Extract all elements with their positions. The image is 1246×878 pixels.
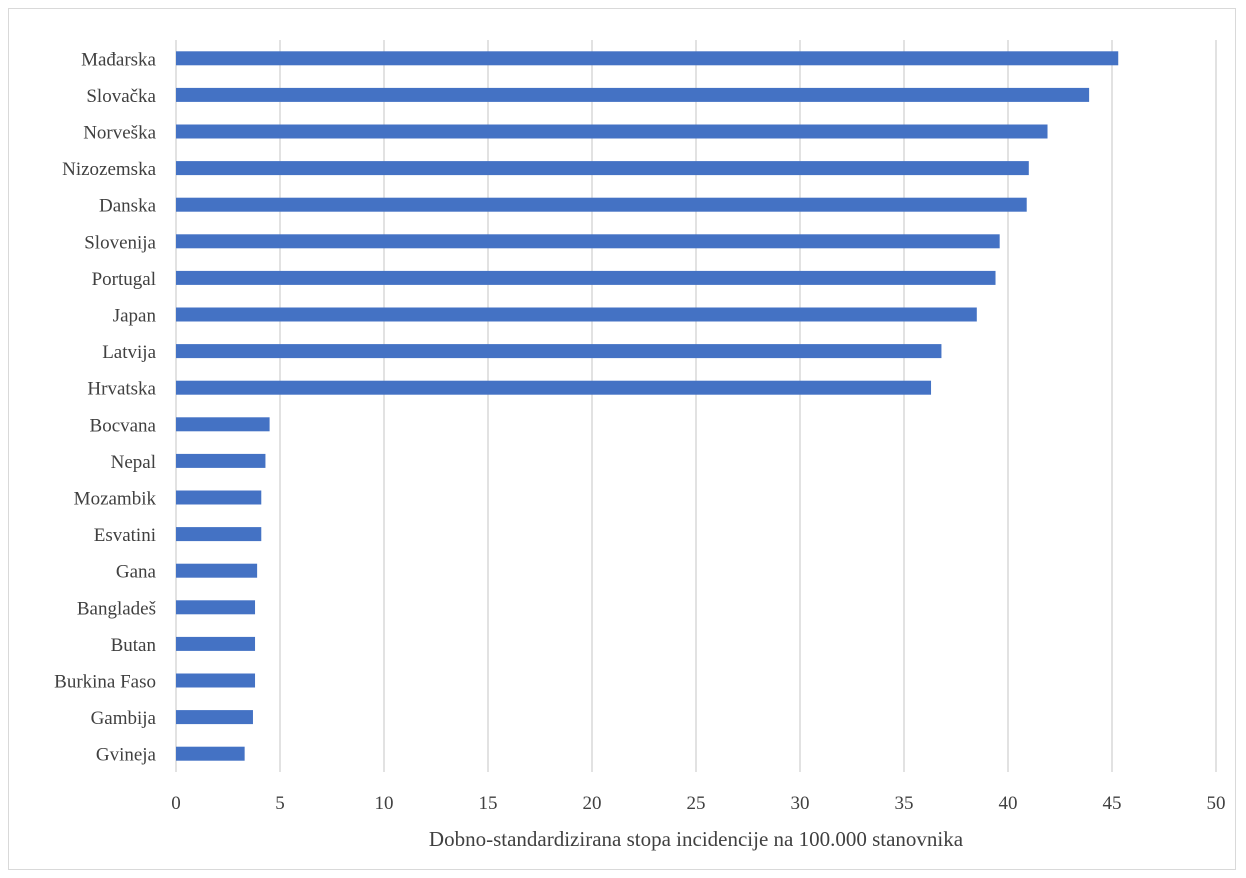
category-label: Japan — [113, 306, 157, 327]
bar — [176, 234, 1000, 249]
category-label: Mozambik — [74, 489, 157, 510]
category-label: Danska — [99, 196, 157, 217]
bar — [176, 197, 1027, 212]
x-tick-label: 5 — [275, 793, 285, 814]
category-label: Slovenija — [84, 232, 156, 253]
bar — [176, 746, 245, 761]
category-label: Portugal — [92, 269, 156, 290]
bar — [176, 636, 256, 651]
bar — [176, 380, 932, 395]
chart-area — [8, 8, 1236, 870]
x-tick-labels: 0 5 10 15 20 25 30 35 40 45 50 — [171, 793, 1225, 814]
category-label: Norveška — [83, 123, 156, 144]
x-tick-label: 25 — [687, 793, 706, 814]
bar — [176, 600, 256, 615]
bar — [176, 124, 1048, 139]
bar — [176, 417, 270, 432]
category-label: Nizozemska — [62, 159, 156, 180]
gridlines — [175, 40, 1217, 772]
x-tick-label: 50 — [1207, 793, 1226, 814]
bar — [176, 161, 1029, 176]
x-tick-label: 45 — [1103, 793, 1122, 814]
bar — [176, 270, 996, 285]
x-tick-label: 20 — [583, 793, 602, 814]
x-tick-label: 0 — [171, 793, 181, 814]
category-label: Gana — [116, 562, 157, 583]
category-label: Butan — [111, 635, 157, 656]
category-label: Esvatini — [94, 525, 156, 546]
category-label: Slovačka — [86, 86, 156, 107]
x-tick-label: 35 — [895, 793, 914, 814]
bar — [176, 51, 1119, 66]
bars — [176, 51, 1119, 761]
bar — [176, 344, 942, 359]
category-label: Hrvatska — [87, 379, 156, 400]
bar — [176, 710, 253, 725]
category-label: Latvija — [102, 342, 156, 363]
x-tick-label: 40 — [999, 793, 1018, 814]
category-label: Bocvana — [90, 415, 157, 436]
bar — [176, 490, 262, 505]
x-tick-label: 10 — [375, 793, 394, 814]
x-tick-label: 30 — [791, 793, 810, 814]
bar — [176, 563, 258, 578]
category-labels: Mađarska Slovačka Norveška Nizozemska Danska… — [54, 49, 156, 765]
bar — [176, 307, 977, 322]
category-label: Nepal — [111, 452, 156, 473]
bar — [176, 87, 1090, 102]
x-axis-title: Dobno-standardizirana stopa incidencije … — [429, 827, 964, 851]
category-label: Gvineja — [96, 745, 157, 766]
category-label: Mađarska — [81, 49, 156, 70]
category-label: Burkina Faso — [54, 672, 156, 693]
x-tick-label: 15 — [479, 793, 498, 814]
category-label: Gambija — [91, 708, 157, 729]
bar — [176, 673, 256, 688]
bar — [176, 527, 262, 542]
bar — [176, 453, 266, 468]
category-label: Bangladeš — [77, 598, 156, 619]
